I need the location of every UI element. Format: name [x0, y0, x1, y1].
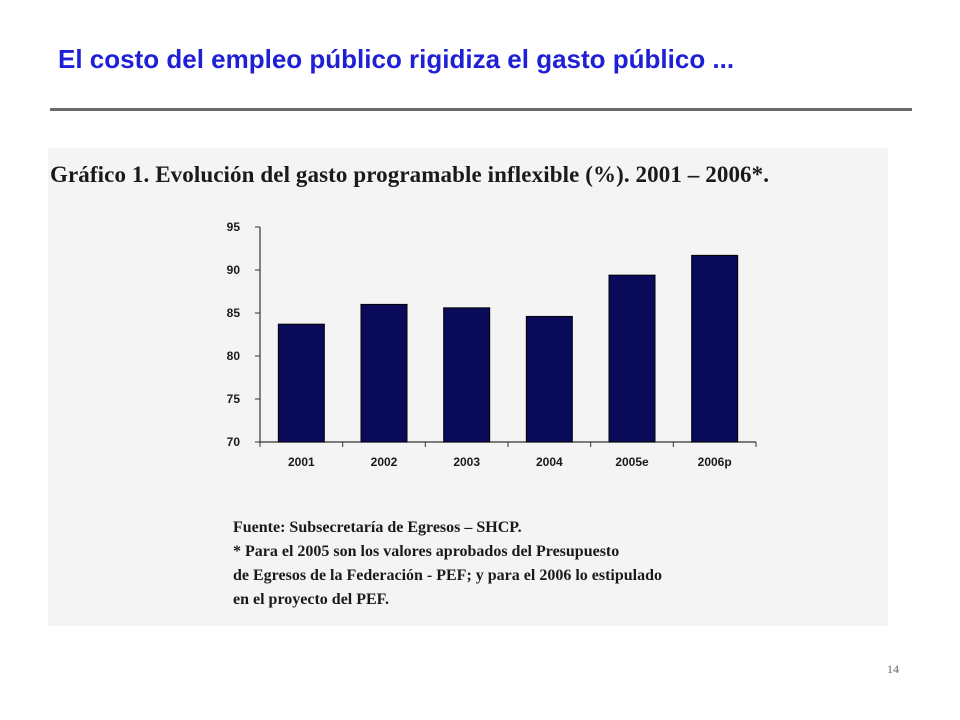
- bar-2001: [277, 323, 325, 443]
- bar-2002: [360, 303, 408, 443]
- bar-2004: [525, 315, 573, 443]
- x-tick-label: 2003: [453, 455, 480, 469]
- x-tick-label: 2005e: [615, 455, 649, 469]
- x-tick-label: 2002: [371, 455, 398, 469]
- source-note: Fuente: Subsecretaría de Egresos – SHCP.: [233, 519, 522, 536]
- x-tick-label: 2006p: [698, 455, 732, 469]
- y-tick-label: 70: [227, 435, 241, 449]
- bar-2006p: [691, 254, 739, 443]
- x-tick-label: 2001: [288, 455, 315, 469]
- figure-notes: Fuente: Subsecretaría de Egresos – SHCP.…: [233, 516, 662, 612]
- bar-2003: [443, 307, 491, 443]
- y-tick-label: 75: [227, 392, 241, 406]
- y-tick-label: 90: [227, 263, 241, 277]
- page-number: 14: [887, 662, 899, 676]
- slide-title: El costo del empleo público rigidiza el …: [58, 44, 735, 74]
- footnote-line-2: de Egresos de la Federación - PEF; y par…: [233, 567, 663, 584]
- bar-2005e: [608, 274, 656, 443]
- chart-figure: Gráfico 1. Evolución del gasto programab…: [48, 148, 888, 626]
- bar-chart: 70 75 80 85 90 95 2001 2002 2003 2004 2005e 2006p: [227, 220, 757, 469]
- title-divider: [50, 108, 912, 111]
- footnote-line-3: en el proyecto del PEF.: [233, 591, 389, 608]
- y-tick-label: 85: [227, 306, 241, 320]
- y-tick-label: 95: [227, 220, 241, 234]
- y-tick-label: 80: [227, 349, 241, 363]
- figure-caption: Gráfico 1. Evolución del gasto programab…: [50, 162, 770, 187]
- x-tick-label: 2004: [536, 455, 563, 469]
- footnote-line-1: * Para el 2005 son los valores aprobados…: [233, 543, 620, 560]
